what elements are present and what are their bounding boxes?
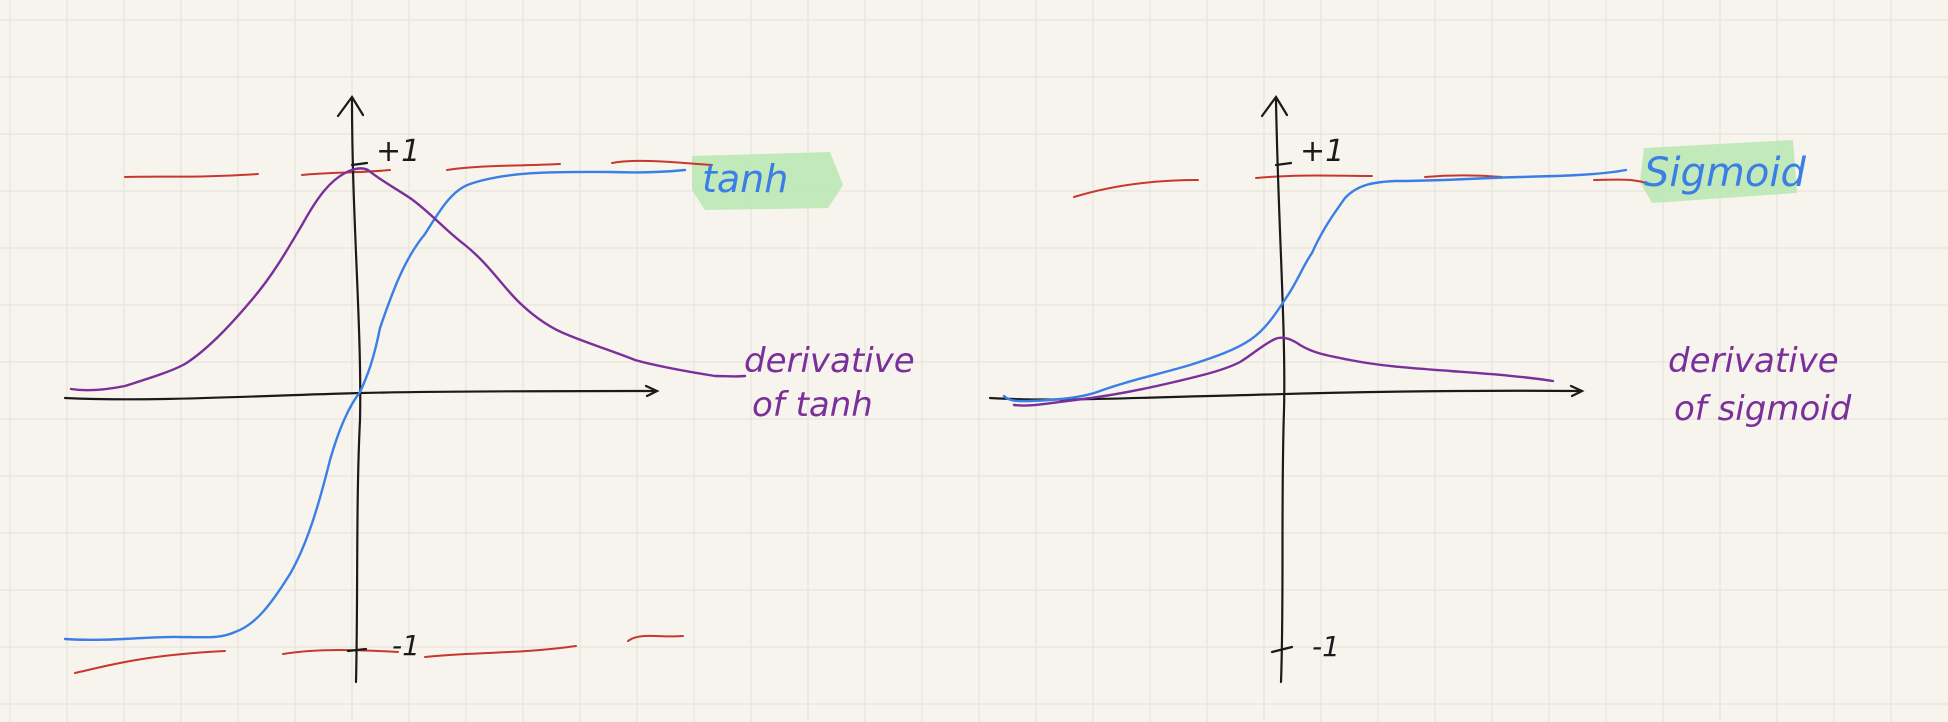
sigmoid-label-highlight [1640,140,1797,203]
tanh-minus-one-asymptote [74,634,684,674]
tanh-label-highlight [692,152,843,210]
tanh-derivative-curve [69,167,747,392]
sigmoid-derivative-label-line2: of sigmoid [1674,389,1852,429]
tanh-plus-one-asymptote [124,159,713,178]
sigmoid-axes [988,95,1585,684]
tanh-axes [63,95,660,684]
sigmoid-derivative-curve [1012,336,1555,407]
tanh-panel: +1 -1 tanh derivative of tanh [63,95,915,684]
sigmoid-minus-one-tick [1270,645,1294,654]
tanh-plus-one-tick [350,161,369,167]
sigmoid-curve [1002,168,1628,403]
tanh-plus-one-label: +1 [376,134,420,169]
sigmoid-derivative-label-line1: derivative [1668,341,1839,381]
tanh-derivative-label-line1: derivative [744,341,915,381]
tanh-minus-one-tick [346,647,368,653]
tanh-y-axis [336,95,365,684]
tanh-derivative-label-line2: of tanh [752,385,873,425]
sigmoid-panel: +1 -1 Sigmoid derivative of sigmoid [988,95,1852,684]
sigmoid-plus-one-label: +1 [1300,134,1344,169]
sigmoid-plus-one-tick [1274,161,1293,167]
tanh-function-label: tanh [702,157,788,201]
sigmoid-minus-one-label: -1 [1312,630,1340,663]
tanh-minus-one-label: -1 [392,629,420,662]
sigmoid-function-label: Sigmoid [1644,150,1806,196]
sigmoid-y-axis [1260,95,1289,684]
tanh-curve [63,168,687,642]
